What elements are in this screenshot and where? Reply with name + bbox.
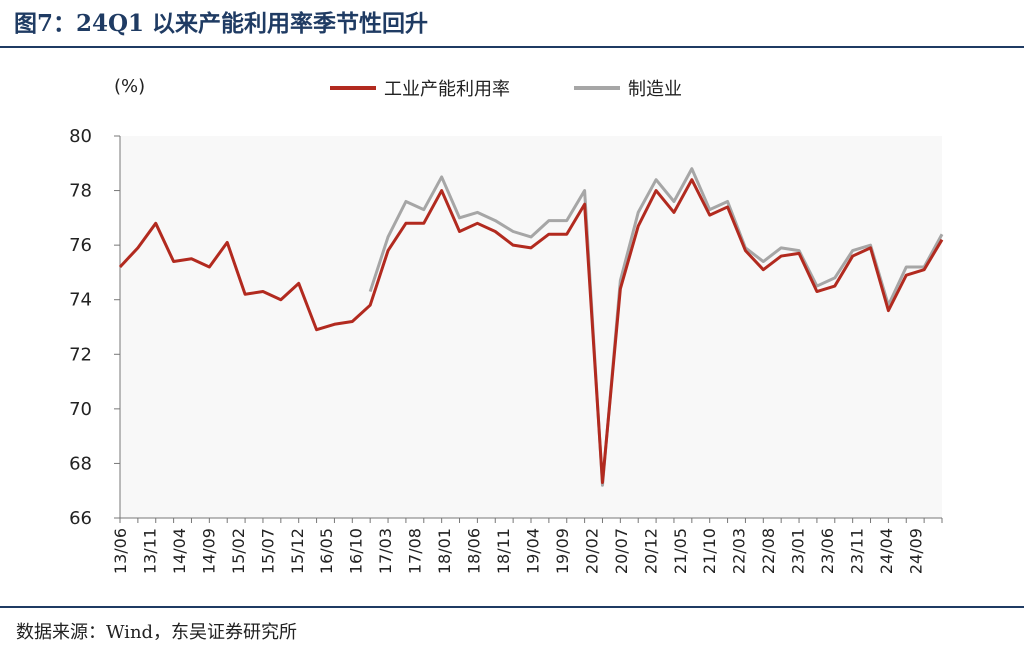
x-tick-label: 23/11 [848,528,867,574]
x-tick-label: 16/10 [347,528,366,574]
x-tick-label: 14/04 [170,528,189,574]
axes: 66 68 70 72 74 76 78 80 13/06 13/11 14/04 14/09 15/0… [69,126,943,574]
legend-label-manufacturing: 制造业 [628,79,682,100]
y-tick-label: 76 [69,235,92,256]
y-tick-label: 66 [69,508,92,529]
y-tick-label: 70 [69,399,92,420]
series-line-manufacturing [368,167,944,487]
x-tick-label: 20/07 [612,528,631,574]
x-tick-label: 19/09 [553,528,572,574]
series-line-industrial [118,178,944,485]
x-tick-label: 20/02 [582,528,601,574]
x-tick-label: 18/01 [435,528,454,574]
y-tick-label: 78 [69,181,92,202]
x-tick-label: 23/01 [789,528,808,574]
legend: 工业产能利用率 制造业 [330,79,682,100]
x-tick-label: 15/07 [258,528,277,574]
x-tick-label: 15/12 [288,528,307,574]
x-tick-label: 23/06 [818,528,837,574]
x-tick-label: 18/06 [465,528,484,574]
x-tick-label: 22/03 [730,528,749,574]
x-tick-label: 15/02 [229,528,248,574]
x-tick-label: 16/05 [317,528,336,574]
x-tick-label: 19/04 [523,528,542,574]
y-tick-label: 80 [69,126,92,147]
x-tick-label: 21/10 [700,528,719,574]
figure-title: 图7：24Q1 以来产能利用率季节性回升 [14,10,429,37]
x-tick-label: 13/11 [140,528,159,574]
x-tick-label: 14/09 [199,528,218,574]
legend-label-industrial: 工业产能利用率 [384,79,510,100]
x-tick-label: 20/12 [641,528,660,574]
x-tick-label: 24/04 [877,528,896,574]
x-tick-label: 13/06 [111,528,130,574]
line-chart: 66 68 70 72 74 76 78 80 13/06 13/11 14/04 14/09 15/0… [69,76,944,574]
source-note: 数据来源：Wind，东吴证券研究所 [16,622,298,643]
y-tick-label: 74 [69,290,92,311]
x-tick-label: 17/08 [406,528,425,574]
series-layer [118,167,944,487]
x-tick-label: 21/05 [671,528,690,574]
y-axis-label: (%) [114,76,145,97]
x-tick-label: 22/08 [759,528,778,574]
x-tick-label: 18/11 [494,528,513,574]
y-tick-label: 72 [69,344,92,365]
footer-rule [0,606,1024,608]
title-rule [0,46,1024,48]
y-tick-label: 68 [69,453,92,474]
plot-background [120,136,942,518]
x-tick-label: 17/03 [376,528,395,574]
x-tick-label: 24/09 [906,528,925,574]
